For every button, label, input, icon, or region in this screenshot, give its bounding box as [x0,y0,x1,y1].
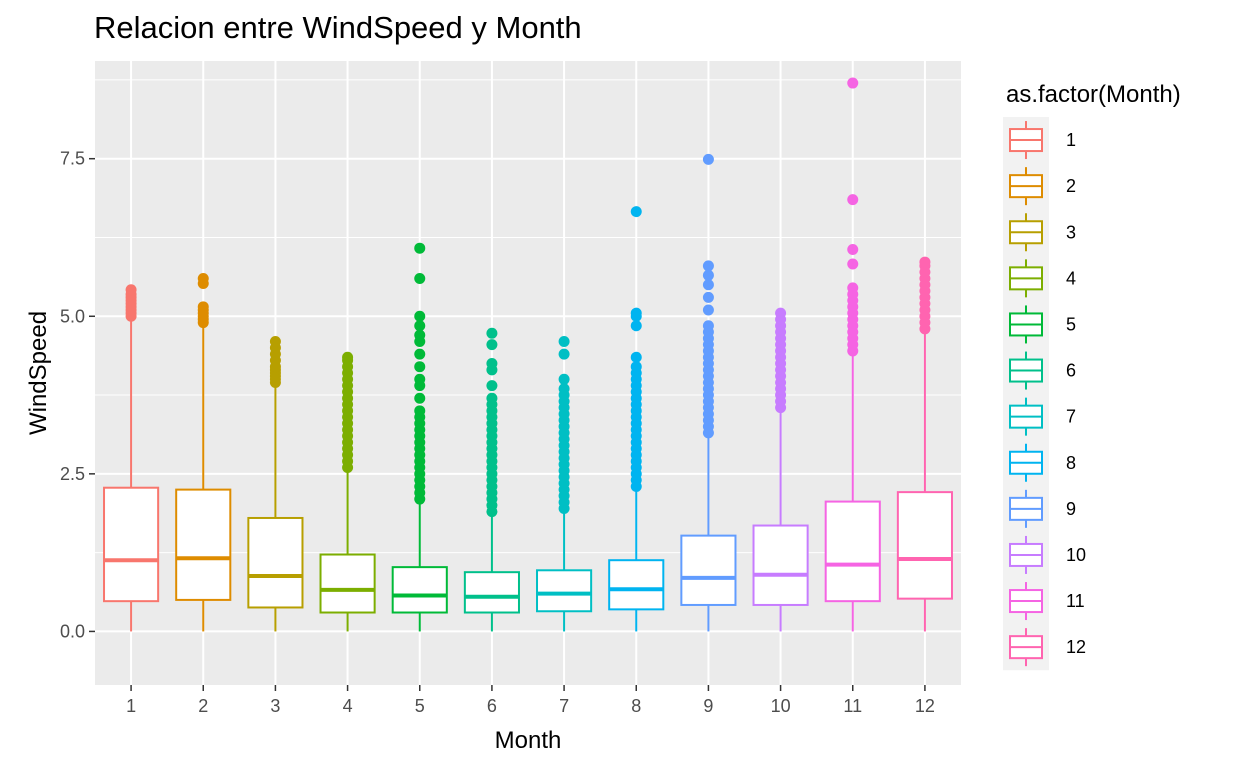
legend-label: 6 [1066,361,1076,381]
box-iqr [752,524,809,606]
legend-label: 12 [1066,637,1086,657]
box-iqr [391,566,448,614]
box-iqr [463,571,520,614]
outlier-point [847,258,859,270]
box-iqr [680,534,737,606]
outlier-point [702,279,714,291]
outlier-point [414,320,426,332]
box-iqr [536,569,593,613]
outlier-point [919,256,931,268]
outlier-point [269,335,281,347]
box-iqr [824,500,881,603]
outlier-point [630,320,642,332]
outlier-point [702,320,714,332]
outlier-point [414,361,426,373]
outlier-point [702,291,714,303]
x-tick-label: 1 [126,696,136,716]
legend-label: 2 [1066,176,1076,196]
x-tick-label: 8 [631,696,641,716]
outlier-point [414,310,426,322]
outlier-point [847,243,859,255]
outlier-point [558,335,570,347]
y-tick-label: 7.5 [60,149,85,169]
box-iqr [103,486,160,603]
legend-label: 8 [1066,453,1076,473]
outlier-point [414,329,426,341]
outlier-point [486,380,498,392]
outlier-point [414,272,426,284]
outlier-point [414,242,426,254]
legend-label: 7 [1066,407,1076,427]
legend-label: 3 [1066,222,1076,242]
x-tick-label: 5 [415,696,425,716]
outlier-point [630,351,642,363]
box-iqr [896,491,953,600]
x-tick-label: 9 [703,696,713,716]
legend-label: 1 [1066,130,1076,150]
outlier-point [414,405,426,417]
outlier-point [558,373,570,385]
outlier-point [486,392,498,404]
y-tick-label: 5.0 [60,306,85,326]
x-tick-label: 3 [270,696,280,716]
legend-key-background [1003,117,1049,671]
x-axis-title: Month [495,727,562,754]
y-tick-label: 2.5 [60,464,85,484]
x-tick-label: 4 [343,696,353,716]
outlier-point [847,282,859,294]
outlier-point [630,361,642,373]
outlier-point [342,351,354,363]
box-iqr [608,559,665,611]
outlier-point [702,304,714,316]
legend-label: 9 [1066,499,1076,519]
legend-label: 11 [1066,591,1085,611]
outlier-point [414,373,426,385]
outlier-point [558,348,570,360]
box-iqr [247,516,304,609]
outlier-point [486,327,498,339]
outlier-point [847,77,859,89]
x-tick-label: 6 [487,696,497,716]
legend-label: 10 [1066,545,1086,565]
outlier-point [702,153,714,165]
box-iqr [319,553,376,614]
x-tick-label: 11 [843,696,862,716]
chart-title: Relacion entre WindSpeed y Month [94,10,582,45]
y-axis-title: WindSpeed [25,311,52,435]
legend-label: 5 [1066,314,1076,334]
x-tick-label: 2 [198,696,208,716]
box-iqr [175,488,232,601]
outlier-point [197,272,209,284]
y-tick-label: 0.0 [60,621,85,641]
x-tick-label: 12 [915,696,935,716]
outlier-point [414,392,426,404]
outlier-point [847,194,859,206]
outlier-point [558,383,570,395]
outlier-point [197,301,209,313]
legend-label: 4 [1066,268,1076,288]
outlier-point [702,269,714,281]
outlier-point [486,339,498,351]
legend-title: as.factor(Month) [1006,81,1181,108]
outlier-point [630,206,642,218]
outlier-point [125,284,137,296]
x-tick-label: 10 [771,696,791,716]
outlier-point [775,307,787,319]
outlier-point [486,358,498,370]
outlier-point [630,307,642,319]
x-tick-label: 7 [559,696,569,716]
plot-panel [95,61,961,685]
outlier-point [414,348,426,360]
outlier-point [702,260,714,272]
